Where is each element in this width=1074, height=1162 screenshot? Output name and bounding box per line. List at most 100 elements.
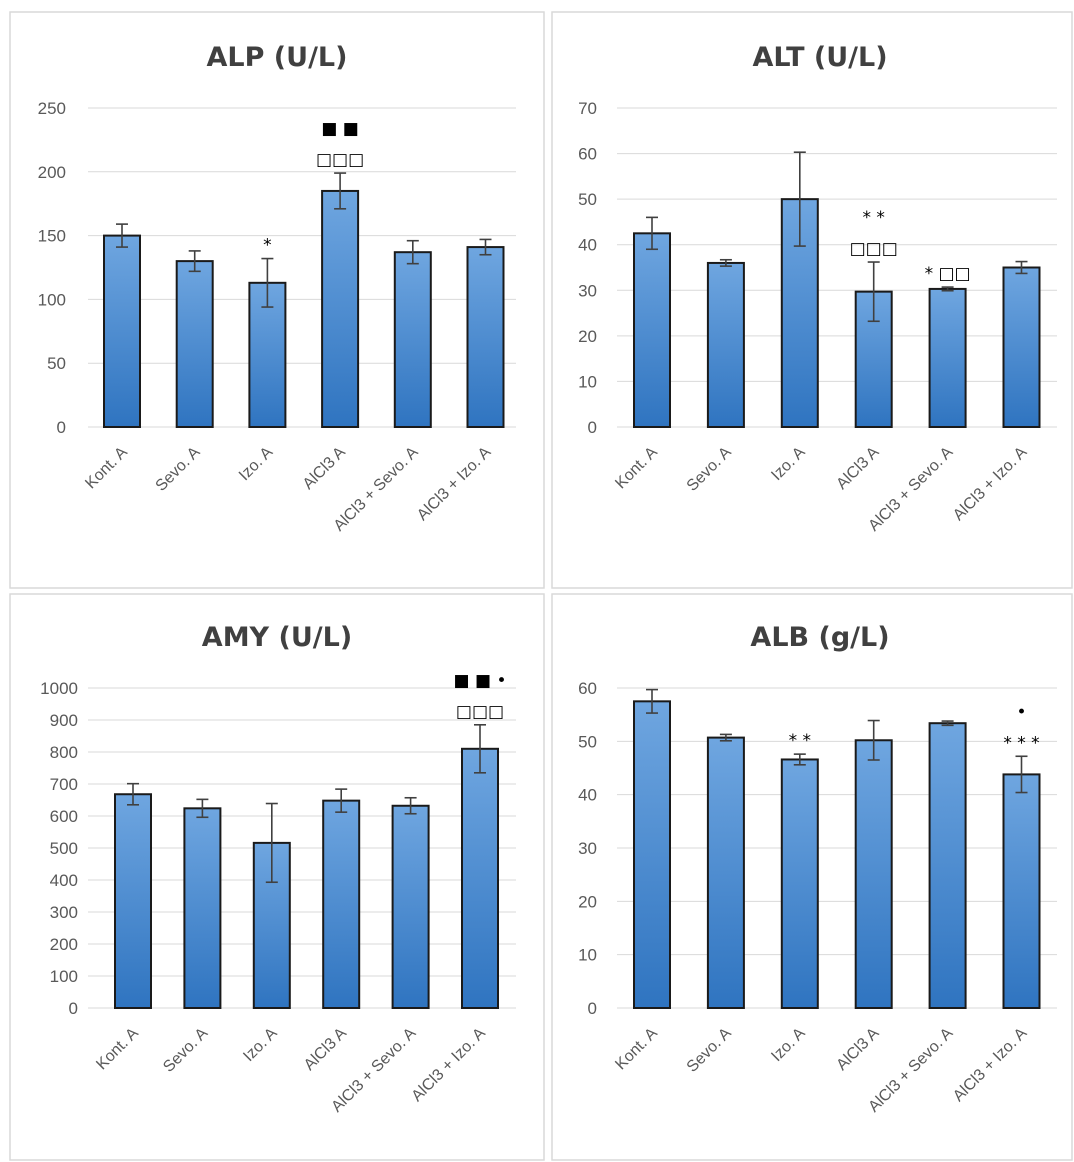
- significance-annotations: ■ ■ • □□□: [454, 671, 507, 722]
- y-tick-label: 900: [50, 711, 78, 730]
- y-tick-label: 50: [578, 732, 597, 751]
- bar: [321, 189, 360, 428]
- bar: [1002, 773, 1041, 1010]
- bar: [322, 799, 361, 1010]
- gridlines: [88, 107, 516, 428]
- error-bar: [1015, 755, 1028, 794]
- y-tick-label: 800: [50, 743, 78, 762]
- chart-panel-amy: AMY (U/L) 0 100 200 300 400 500 600 700 800 900 10…: [9, 593, 545, 1161]
- chart-title: ALT (U/L): [752, 42, 887, 73]
- error-bars: [646, 688, 1028, 794]
- bar: [928, 287, 967, 428]
- bar: [633, 232, 671, 428]
- gridlines: [617, 687, 1057, 1009]
- error-bar: [479, 238, 492, 256]
- error-bar: [1015, 260, 1028, 275]
- y-tick-label: 0: [588, 418, 597, 437]
- y-tick-label: 10: [578, 372, 597, 391]
- bar: [928, 722, 967, 1009]
- error-bar: [188, 250, 201, 273]
- bar: [633, 700, 671, 1009]
- y-tick-label: 60: [578, 145, 597, 164]
- significance-marker: □□□: [316, 150, 364, 170]
- y-tick-label: 20: [578, 327, 597, 346]
- y-tick-label: 400: [50, 871, 78, 890]
- y-tick-label: 70: [578, 99, 597, 118]
- bar: [393, 251, 432, 428]
- significance-marker: * *: [862, 208, 884, 228]
- significance-marker: •: [1016, 702, 1026, 722]
- y-tick-label: 1000: [40, 679, 78, 698]
- error-bar: [404, 796, 417, 815]
- chart-title: ALB (g/L): [750, 622, 889, 653]
- error-bar: [646, 688, 658, 714]
- y-tick-label: 40: [578, 236, 597, 255]
- bars: [633, 700, 1041, 1010]
- error-bar: [719, 733, 732, 742]
- error-bar: [719, 258, 732, 267]
- y-tick-label: 700: [50, 775, 78, 794]
- significance-marker: □□□: [850, 239, 898, 259]
- bar: [780, 758, 819, 1010]
- y-tick-label: 300: [50, 903, 78, 922]
- error-bar: [646, 216, 658, 251]
- error-bars: [127, 723, 486, 884]
- chart-title: AMY (U/L): [202, 622, 352, 653]
- error-bar: [265, 802, 278, 884]
- error-bars: [116, 172, 492, 308]
- error-bars: [646, 151, 1028, 323]
- y-tick-label: 10: [578, 946, 597, 965]
- error-bar: [406, 239, 419, 265]
- y-tick-label: 200: [38, 163, 66, 182]
- significance-annotations: * * • * * *: [789, 702, 1040, 753]
- y-tick-label: 0: [69, 999, 78, 1018]
- significance-marker: * *: [789, 731, 811, 751]
- error-bar: [334, 172, 347, 210]
- y-tick-label: 200: [50, 935, 78, 954]
- bar: [706, 736, 745, 1009]
- significance-marker: ■ ■ •: [454, 671, 507, 691]
- bar: [461, 747, 499, 1009]
- significance-annotations: * * □□□ * □□: [850, 208, 971, 284]
- error-bar: [116, 223, 128, 248]
- error-bar: [261, 257, 274, 308]
- significance-marker: ■ ■: [321, 119, 359, 139]
- y-tick-label: 20: [578, 892, 597, 911]
- bar: [391, 804, 430, 1010]
- y-axis-ticks: 0 10 20 30 40 50 60: [578, 679, 597, 1018]
- y-tick-label: 30: [578, 281, 597, 300]
- significance-annotations: * ■ ■ □□□: [263, 119, 364, 255]
- bar: [466, 246, 505, 428]
- y-tick-label: 100: [50, 967, 78, 986]
- y-tick-label: 50: [578, 190, 597, 209]
- error-bar: [867, 719, 880, 761]
- y-tick-label: 0: [588, 999, 597, 1018]
- bar: [175, 260, 214, 428]
- y-axis-ticks: 0 100 200 300 400 500 600 700 800 900 1000: [40, 679, 78, 1018]
- y-axis-ticks: 0 10 20 30 40 50 60 70: [578, 99, 597, 437]
- y-tick-label: 250: [38, 99, 66, 118]
- error-bar: [941, 286, 954, 292]
- error-bar: [793, 753, 806, 766]
- y-tick-label: 0: [57, 418, 66, 437]
- bar: [706, 261, 745, 429]
- bars: [114, 747, 499, 1010]
- y-tick-label: 600: [50, 807, 78, 826]
- y-axis-ticks: 0 50 100 150 200 250: [38, 99, 66, 437]
- bar: [114, 793, 152, 1009]
- y-tick-label: 50: [47, 354, 66, 373]
- error-bar: [474, 723, 486, 774]
- y-tick-label: 40: [578, 786, 597, 805]
- y-tick-label: 30: [578, 839, 597, 858]
- error-bar: [867, 261, 880, 323]
- y-tick-label: 150: [38, 227, 66, 246]
- bar: [1002, 266, 1041, 428]
- error-bar: [335, 788, 348, 813]
- error-bar: [941, 720, 954, 727]
- error-bar: [127, 782, 139, 806]
- error-bar: [793, 151, 806, 247]
